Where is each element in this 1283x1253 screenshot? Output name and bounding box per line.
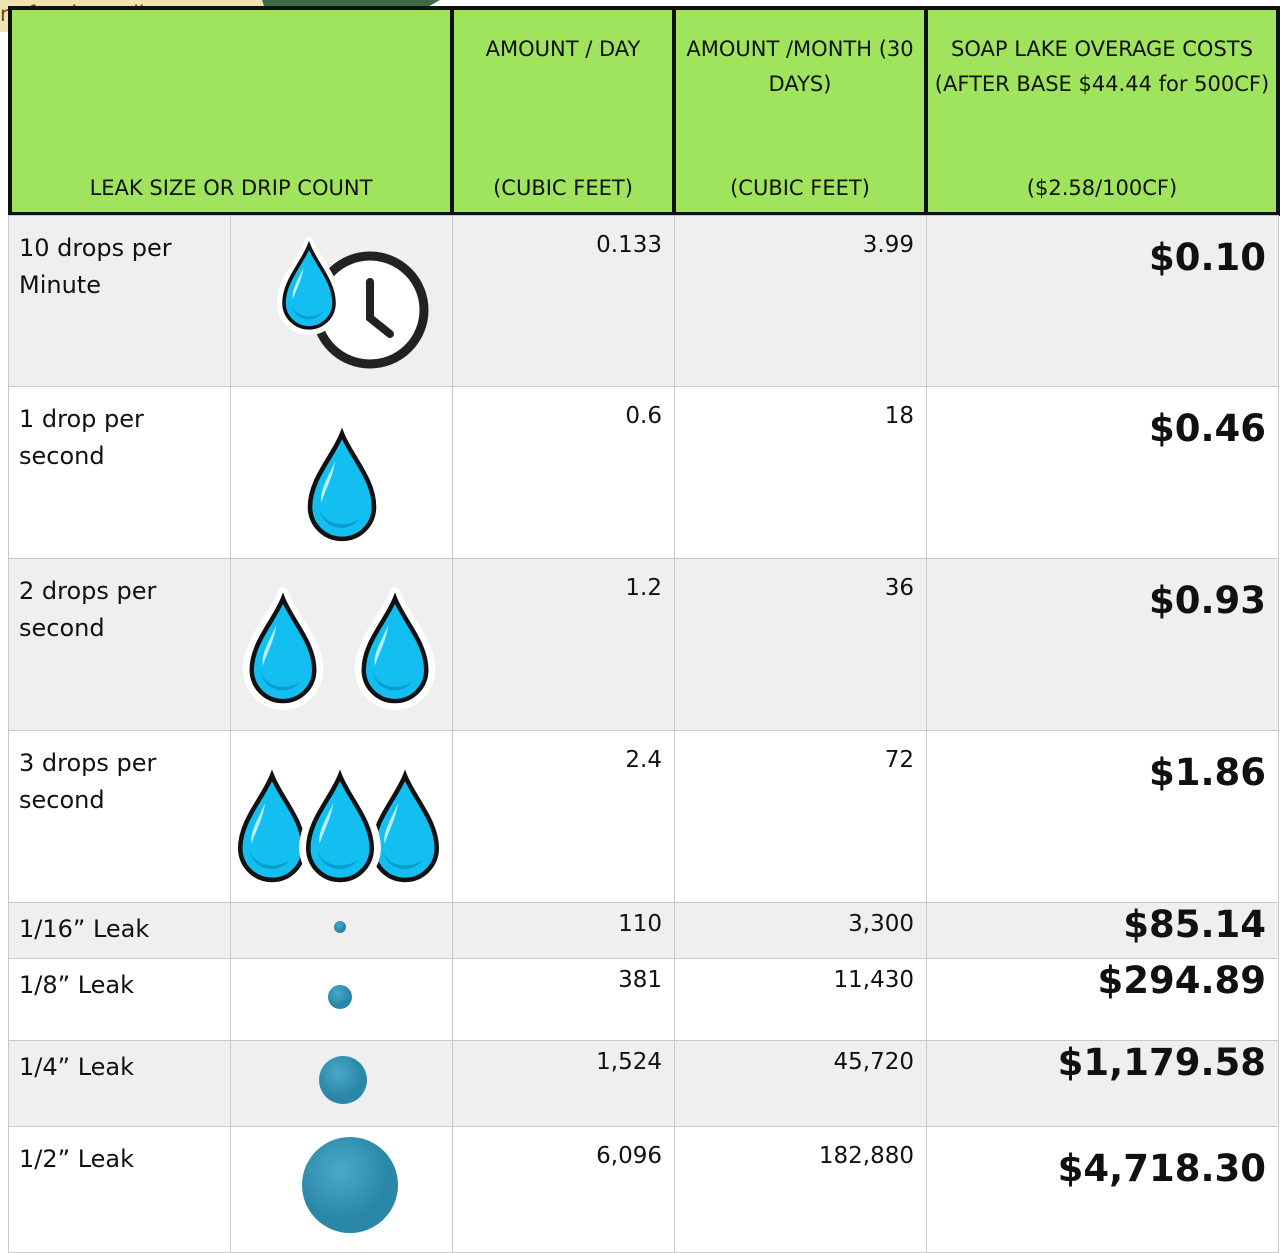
header-cell: AMOUNT /MONTH (30 DAYS) (CUBIC FEET)	[672, 6, 928, 216]
table-cell: 1,524	[452, 1040, 675, 1127]
amount-value: 72	[675, 731, 926, 773]
table-cell	[230, 558, 453, 731]
header-title: LEAK SIZE OR DRIP COUNT	[90, 171, 373, 206]
table-cell: $0.10	[926, 215, 1279, 387]
table-cell: 182,880	[674, 1126, 927, 1253]
amount-value: 0.6	[453, 387, 674, 429]
amount-value: 6,096	[453, 1127, 674, 1169]
table-cell: 1/4” Leak	[8, 1040, 231, 1127]
table-cell: 381	[452, 958, 675, 1041]
table-cell: 1/16” Leak	[8, 902, 231, 959]
amount-value: 1,524	[453, 1041, 674, 1075]
cost-value: $0.10	[927, 216, 1278, 279]
table-cell: 2 drops per second	[8, 558, 231, 731]
table-cell: $0.93	[926, 558, 1279, 731]
amount-value: 381	[453, 959, 674, 993]
table-cell	[230, 1126, 453, 1253]
cost-value: $85.14	[927, 903, 1278, 946]
table-cell: 3 drops per second	[8, 730, 231, 903]
header-title: AMOUNT /MONTH (30 DAYS)	[682, 32, 918, 102]
cost-value: $0.46	[927, 387, 1278, 450]
table-cell: 45,720	[674, 1040, 927, 1127]
table-cell: 1/8” Leak	[8, 958, 231, 1041]
amount-value: 18	[675, 387, 926, 429]
amount-value: 3.99	[675, 216, 926, 258]
amount-value: 0.133	[453, 216, 674, 258]
table-cell	[230, 902, 453, 959]
amount-value: 182,880	[675, 1127, 926, 1169]
table-cell: 3,300	[674, 902, 927, 959]
table-cell: $85.14	[926, 902, 1279, 959]
leak-label: 1 drop per second	[9, 387, 209, 475]
table-cell	[230, 1040, 453, 1127]
table-cell: 110	[452, 902, 675, 959]
table-cell: 2.4	[452, 730, 675, 903]
header-unit: ($2.58/100CF)	[1027, 171, 1177, 206]
header-cell: LEAK SIZE OR DRIP COUNT	[8, 6, 454, 216]
table-cell: 72	[674, 730, 927, 903]
table-cell	[230, 958, 453, 1041]
leak-label: 1/8” Leak	[9, 959, 209, 1004]
table-cell: 6,096	[452, 1126, 675, 1253]
table-cell: $0.46	[926, 386, 1279, 559]
table-cell: 1/2” Leak	[8, 1126, 231, 1253]
table-cell	[230, 730, 453, 903]
leak-label: 10 drops per Minute	[9, 216, 209, 304]
table-cell: $294.89	[926, 958, 1279, 1041]
leak-label: 1/4” Leak	[9, 1041, 209, 1086]
table-cell: 0.6	[452, 386, 675, 559]
cost-value: $4,718.30	[927, 1127, 1278, 1190]
table-cell: 36	[674, 558, 927, 731]
table-cell: 3.99	[674, 215, 927, 387]
table-cell: 1 drop per second	[8, 386, 231, 559]
cost-value: $0.93	[927, 559, 1278, 622]
table-cell	[230, 386, 453, 559]
table-cell: 10 drops per Minute	[8, 215, 231, 387]
page: re for the ordinary. LEAK SIZE OR DRIP C…	[0, 0, 1283, 1251]
leak-label: 2 drops per second	[9, 559, 209, 647]
amount-value: 2.4	[453, 731, 674, 773]
leak-label: 1/16” Leak	[9, 903, 209, 948]
header-unit: (CUBIC FEET)	[730, 171, 870, 206]
cost-value: $1.86	[927, 731, 1278, 794]
amount-value: 110	[453, 903, 674, 937]
table-cell: 0.133	[452, 215, 675, 387]
header-unit: (CUBIC FEET)	[493, 171, 633, 206]
header-cell: SOAP LAKE OVERAGE COSTS (AFTER BASE $44.…	[924, 6, 1280, 216]
table-cell	[230, 215, 453, 387]
amount-value: 36	[675, 559, 926, 601]
cost-value: $294.89	[927, 959, 1278, 1002]
table-cell: $4,718.30	[926, 1126, 1279, 1253]
cost-value: $1,179.58	[927, 1041, 1278, 1084]
leak-label: 3 drops per second	[9, 731, 209, 819]
table-cell: 11,430	[674, 958, 927, 1041]
table-cell: 18	[674, 386, 927, 559]
header-cell: AMOUNT / DAY (CUBIC FEET)	[450, 6, 676, 216]
amount-value: 1.2	[453, 559, 674, 601]
amount-value: 11,430	[675, 959, 926, 993]
table-cell: 1.2	[452, 558, 675, 731]
table-cell: $1,179.58	[926, 1040, 1279, 1127]
table-cell: $1.86	[926, 730, 1279, 903]
amount-value: 45,720	[675, 1041, 926, 1075]
header-title: SOAP LAKE OVERAGE COSTS (AFTER BASE $44.…	[934, 32, 1270, 102]
header-title: AMOUNT / DAY	[486, 32, 641, 67]
leak-label: 1/2” Leak	[9, 1127, 209, 1178]
amount-value: 3,300	[675, 903, 926, 937]
